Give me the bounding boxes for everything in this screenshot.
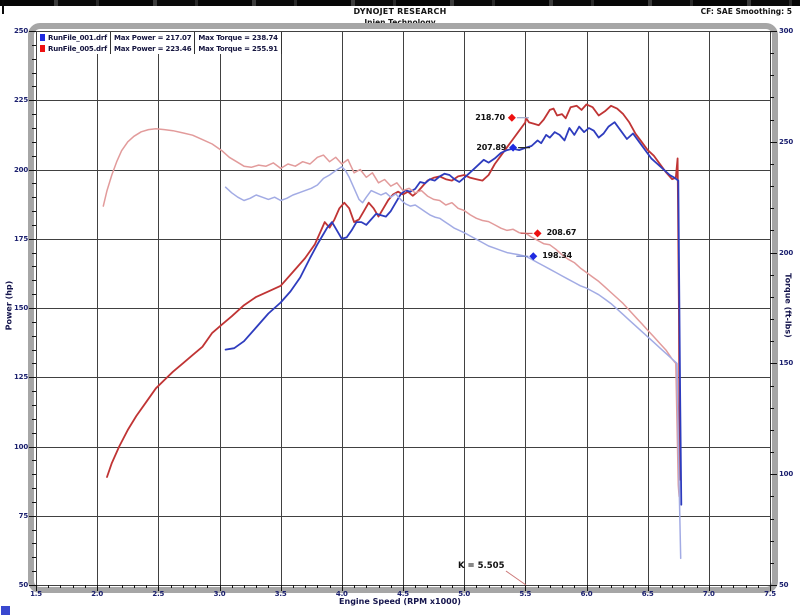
legend-row: RunFile_001.drf Max Power = 217.07 Max Tor…: [37, 32, 281, 43]
y-tick-label-power: 250: [13, 27, 28, 35]
y-tick-label-torque: 50: [779, 581, 789, 589]
y-tick-label-torque: 250: [779, 137, 794, 146]
report-title: DYNOJET RESEARCH: [353, 7, 447, 16]
x-tick-label: 3.0: [213, 590, 226, 598]
legend-run-marker-icon: [40, 33, 45, 41]
y-tick-label-power: 200: [13, 165, 28, 174]
y-tick-label-torque: 200: [779, 248, 794, 257]
data-point-label: 218.70: [475, 112, 505, 122]
y-tick-label-power: 150: [13, 304, 28, 312]
annotation-marker-diamond: [509, 143, 518, 152]
y-tick-label-torque: 150: [779, 359, 794, 368]
scan-artifact-notch: [2, 0, 4, 14]
x-tick-label: 2.5: [152, 590, 165, 598]
correction-info: CF: SAE Smoothing: 5: [700, 7, 792, 16]
axis-ticks: [29, 31, 777, 591]
x-tick-label: 5.5: [519, 590, 532, 598]
legend-run-file: RunFile_001.drf: [37, 32, 111, 43]
curve-runfile-001-drf-torque: [224, 166, 682, 560]
curve-runfile-005-drf-torque: [102, 127, 680, 498]
cursor-callout-line: [505, 570, 527, 586]
x-tick-label: 2.0: [91, 590, 104, 598]
x-tick-label: 4.5: [397, 590, 409, 598]
x-tick-label: 5.0: [458, 590, 471, 598]
x-tick-label: 7.5: [764, 590, 776, 598]
curve-runfile-001-drf-power: [224, 121, 683, 506]
legend-max-torque: Max Torque = 238.74: [198, 33, 278, 42]
curves-layer: [102, 103, 683, 560]
legend-table: RunFile_001.drf Max Power = 217.07 Max Tor…: [37, 32, 282, 54]
y-tick-label-power: 175: [13, 234, 28, 243]
y-tick-label-power: 50: [18, 581, 29, 589]
data-point-label: 207.89: [476, 142, 507, 152]
legend-run-file: RunFile_005.drf: [37, 43, 111, 54]
scan-artifact-corner: [1, 606, 10, 615]
y-axis-title-torque: Torque (ft-lbs): [783, 273, 793, 338]
annotation-marker-diamond: [533, 229, 542, 238]
data-point-label: 198.34: [542, 251, 572, 261]
report-subtitle: Injen Technology: [364, 18, 436, 27]
annotation-marker-diamond: [507, 113, 516, 122]
scan-artifact-strip: [0, 0, 800, 6]
annotation-marker-diamond: [529, 252, 538, 261]
y-tick-label-power: 125: [13, 373, 28, 382]
x-tick-label: 6.5: [641, 590, 654, 598]
grid-lines: [36, 31, 771, 586]
y-tick-label-power: 100: [13, 442, 28, 451]
y-tick-label-torque: 100: [779, 470, 794, 479]
x-tick-label: 6.0: [580, 590, 593, 598]
y-tick-label-power: 225: [13, 96, 28, 105]
y-tick-label-torque: 300: [779, 27, 794, 35]
x-axis-title: Engine Speed (RPM x1000): [339, 597, 461, 606]
legend-max-torque: Max Torque = 255.91: [198, 44, 278, 53]
cursor-k-label: K = 5.505: [458, 561, 505, 571]
data-point-label: 208.67: [546, 228, 577, 238]
x-tick-label: 7.0: [702, 590, 715, 598]
x-tick-label: 4.0: [335, 590, 348, 598]
y-tick-label-power: 75: [18, 511, 29, 520]
legend-max-power: Max Power = 217.07: [111, 32, 196, 43]
x-tick-label: 3.5: [274, 590, 287, 598]
legend-row: RunFile_005.drf Max Power = 223.46 Max Tor…: [37, 43, 281, 54]
x-tick-label: 1.5: [30, 590, 42, 598]
legend-run-marker-icon: [40, 44, 45, 52]
legend-max-power: Max Power = 223.46: [111, 43, 196, 54]
